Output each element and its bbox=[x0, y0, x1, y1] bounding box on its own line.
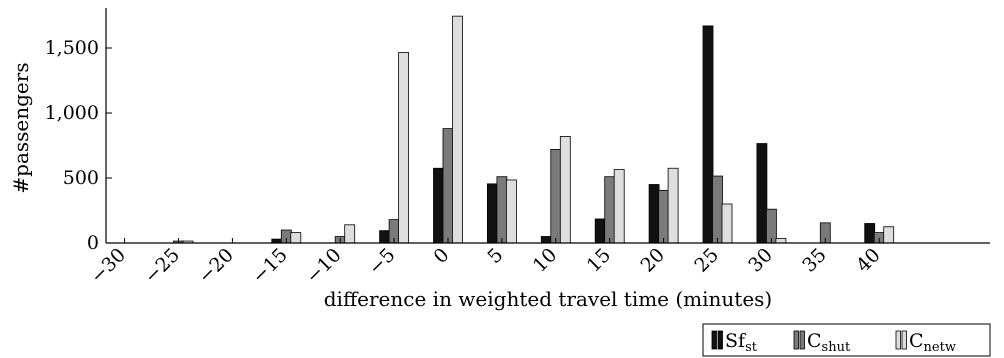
x-tick-label: 5 bbox=[483, 244, 507, 268]
bar-series-2-3 bbox=[290, 232, 302, 244]
bar-series-1-9 bbox=[604, 176, 616, 244]
x-tick-label: 40 bbox=[852, 244, 885, 277]
bar-series-2-10 bbox=[667, 167, 679, 244]
y-ticks-layer: 0 500 1,000 1,500 bbox=[45, 37, 112, 254]
bar-series-0-8 bbox=[540, 236, 552, 244]
x-tick-label: −25 bbox=[140, 244, 184, 288]
bar-series-0-6 bbox=[433, 167, 444, 244]
y-tick-label: 1,500 bbox=[45, 37, 99, 59]
y-tick-label: 500 bbox=[63, 167, 99, 189]
x-axis-label: difference in weighted travel time (minu… bbox=[324, 287, 773, 311]
bar-series-2-9 bbox=[613, 169, 625, 244]
x-tick-label: 20 bbox=[636, 244, 669, 277]
bar-series-1-6 bbox=[442, 128, 454, 244]
bar-series-1-10 bbox=[658, 189, 669, 244]
x-tick-label: 25 bbox=[690, 244, 723, 277]
bar-series-2-7 bbox=[505, 179, 517, 244]
legend: Sfst Cshut Cnetw bbox=[702, 323, 991, 357]
bar-series-2-4 bbox=[344, 224, 356, 244]
bar-series-2-5 bbox=[398, 52, 410, 244]
x-tick-label: −5 bbox=[364, 244, 399, 279]
legend-swatch-a-0 bbox=[711, 330, 717, 350]
bar-series-1-8 bbox=[550, 148, 562, 244]
bar-series-2-14 bbox=[883, 226, 895, 244]
y-tick-label: 1,000 bbox=[45, 102, 99, 124]
x-ticks-layer: −30 −25 −20 −15 −10 −5 0 5 10 15 20 25 30 35 40 bbox=[86, 238, 885, 288]
legend-swatch-a-1 bbox=[793, 330, 799, 350]
x-tick-label: 15 bbox=[583, 244, 616, 277]
bar-series-0-11 bbox=[702, 25, 714, 244]
legend-swatch-b-1 bbox=[799, 330, 805, 350]
bar-series-2-6 bbox=[452, 15, 463, 244]
x-tick-label: −10 bbox=[302, 244, 346, 288]
bar-series-0-12 bbox=[756, 143, 768, 244]
bar-series-1-7 bbox=[496, 176, 508, 244]
legend-swatch-b-2 bbox=[901, 330, 907, 350]
x-tick-label: 10 bbox=[529, 244, 562, 277]
x-tick-label: 0 bbox=[429, 244, 453, 268]
x-tick-label: −20 bbox=[194, 244, 238, 288]
bar-series-1-12 bbox=[766, 208, 777, 244]
x-tick-label: 30 bbox=[744, 244, 777, 277]
y-axis-label: #passengers bbox=[9, 62, 33, 193]
legend-box bbox=[702, 323, 991, 357]
bar-series-2-12 bbox=[775, 238, 787, 244]
bar-series-2-11 bbox=[721, 203, 733, 244]
bar-series-0-10 bbox=[648, 184, 660, 244]
bar-series-0-7 bbox=[486, 183, 498, 244]
y-tick-label: 0 bbox=[87, 232, 99, 254]
bar-series-0-5 bbox=[379, 230, 391, 244]
bar-series-1-11 bbox=[712, 175, 723, 244]
bar-series-0-9 bbox=[594, 218, 606, 244]
bar-series-2-8 bbox=[559, 135, 571, 244]
bars-layer bbox=[173, 15, 895, 244]
legend-swatch-a-2 bbox=[895, 330, 901, 350]
bar-series-0-14 bbox=[864, 223, 876, 244]
legend-swatch-b-0 bbox=[717, 330, 723, 350]
x-tick-label: −15 bbox=[248, 244, 292, 288]
x-tick-label: 35 bbox=[798, 244, 831, 277]
